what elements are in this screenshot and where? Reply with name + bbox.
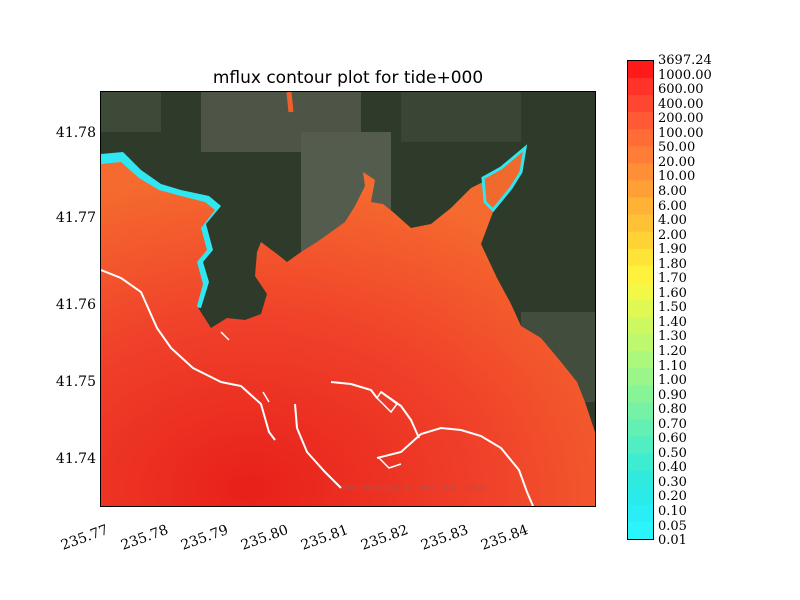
colorbar-level-label: 1.00: [658, 373, 687, 388]
y-tick-label: 41.77: [55, 210, 96, 226]
map-attribution: Data SIO, NOAA, U.S. Navy, NGA, GEBCO: [342, 484, 486, 492]
colorbar-band: [628, 282, 653, 301]
colorbar-band: [628, 300, 653, 318]
colorbar-band: [628, 402, 653, 421]
x-tick-label: 235.83: [418, 522, 471, 554]
colorbar-band: [628, 112, 653, 130]
colorbar-band: [628, 78, 653, 96]
colorbar-band: [628, 95, 653, 113]
x-tick-label: 235.82: [358, 522, 411, 554]
colorbar-level-label: 0.80: [658, 402, 687, 418]
water-flux-area: [101, 158, 595, 506]
colorbar-level-label: 8.00: [658, 183, 687, 199]
colorbar-level-label: 600.00: [658, 82, 704, 98]
colorbar-band: [628, 385, 653, 404]
colorbar-level-label: 3697.24: [658, 53, 712, 68]
colorbar-band: [628, 351, 653, 369]
colorbar-band: [628, 129, 653, 147]
colorbar-band: [628, 163, 653, 182]
map-panel[interactable]: [100, 91, 596, 507]
colorbar-band: [628, 61, 653, 79]
y-tick-label: 41.74: [55, 451, 96, 467]
colorbar-band: [628, 453, 653, 472]
colorbar-level-label: 1.40: [658, 314, 687, 330]
flux-map: [101, 92, 595, 506]
colorbar-level-label: 0.10: [658, 503, 687, 519]
colorbar-bands: [628, 61, 653, 540]
colorbar-level-label: 1.20: [658, 343, 687, 359]
x-tick-label: 235.84: [478, 522, 531, 554]
colorbar-level-label: 0.40: [658, 460, 687, 476]
colorbar-level-label: 1000.00: [658, 67, 712, 83]
colorbar-band: [628, 248, 653, 267]
colorbar-level-label: 1.50: [658, 300, 687, 316]
y-tick-label: 41.75: [55, 374, 96, 390]
colorbar-level-label: 1.60: [658, 285, 687, 301]
colorbar-band: [628, 334, 653, 352]
colorbar-band: [628, 368, 653, 386]
colorbar-band: [628, 317, 653, 335]
colorbar-level-label: 0.60: [658, 431, 687, 447]
plot-title: mflux contour plot for tide+000: [212, 68, 484, 88]
colorbar: [627, 60, 654, 540]
colorbar-level-label: 400.00: [658, 96, 704, 112]
colorbar-level-label: 6.00: [658, 198, 687, 214]
harbor-structure: [220, 331, 402, 469]
x-tick-label: 235.81: [298, 522, 351, 554]
colorbar-level-label: 1.10: [658, 358, 687, 374]
colorbar-band: [628, 470, 653, 489]
y-tick-label: 41.76: [55, 297, 96, 313]
colorbar-level-label: 10.00: [658, 169, 696, 185]
colorbar-band: [628, 504, 653, 523]
colorbar-level-label: 4.00: [658, 213, 687, 228]
colorbar-band: [628, 265, 653, 284]
colorbar-level-label: 0.05: [658, 518, 687, 534]
colorbar-level-label: 0.70: [658, 416, 687, 432]
colorbar-band: [628, 419, 653, 438]
colorbar-level-label: 20.00: [658, 154, 696, 170]
colorbar-level-label: 0.20: [658, 489, 687, 505]
colorbar-level-label: 2.00: [658, 227, 687, 243]
colorbar-level-label: 0.50: [658, 445, 687, 461]
colorbar-level-label: 0.90: [658, 387, 687, 403]
colorbar-level-label: 100.00: [658, 125, 704, 141]
colorbar-level-label: 1.90: [658, 242, 687, 258]
colorbar-level-label: 200.00: [658, 111, 704, 127]
land-texture: [101, 92, 595, 402]
colorbar-band: [628, 436, 653, 455]
colorbar-band: [628, 146, 653, 165]
colorbar-band: [628, 180, 653, 199]
colorbar-level-label: 1.30: [658, 329, 687, 345]
colorbar-level-label: 50.00: [658, 140, 696, 156]
coastline: [101, 269, 534, 506]
river-channel: [286, 92, 294, 113]
y-tick-label: 41.78: [55, 125, 96, 141]
colorbar-level-label: 1.80: [658, 256, 687, 272]
northeast-arm: [481, 144, 528, 213]
colorbar-level-label: 1.70: [658, 271, 687, 287]
colorbar-band: [628, 231, 653, 250]
colorbar-band: [628, 197, 653, 216]
x-tick-label: 235.79: [178, 522, 231, 554]
colorbar-band: [628, 214, 653, 233]
colorbar-level-label: 0.01: [658, 533, 687, 548]
colorbar-level-label: 0.30: [658, 474, 687, 490]
colorbar-band: [628, 521, 653, 540]
colorbar-band: [628, 487, 653, 506]
x-tick-label: 235.78: [118, 522, 171, 554]
x-tick-label: 235.80: [238, 522, 291, 554]
x-tick-label: 235.77: [58, 522, 111, 554]
